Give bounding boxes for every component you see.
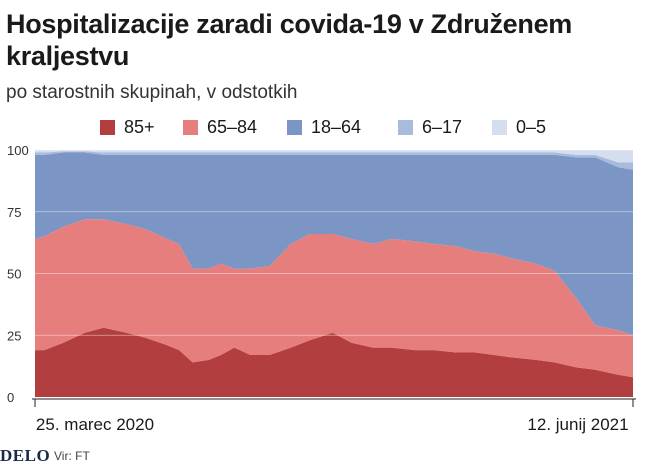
y-tick-label-75: 75 (7, 205, 21, 220)
legend-item-18-64: 18–64 (287, 117, 361, 138)
legend-swatch-85plus (100, 120, 115, 135)
y-tick-label-100: 100 (7, 143, 29, 158)
chart-subtitle: po starostnih skupinah, v odstotkih (6, 82, 298, 103)
stacked-area-chart: 0 25 50 75 100 25. marec 2020 12. junij 2021 (7, 143, 636, 434)
legend-item-6-17: 6–17 (398, 117, 462, 138)
x-tick-label-0: 25. marec 2020 (36, 415, 154, 434)
legend-label-0-5: 0–5 (516, 117, 547, 137)
y-tick-label-0: 0 (7, 390, 14, 405)
area-series-65-84 (35, 219, 633, 378)
brand-logo: DELO (0, 446, 51, 465)
area-series-18-64 (35, 152, 633, 336)
legend-swatch-0-5 (492, 120, 507, 135)
legend-swatch-18-64 (287, 120, 302, 135)
footer: DELO Vir: FT (0, 446, 660, 472)
y-tick-label-25: 25 (7, 328, 21, 343)
source-note: Vir: FT (54, 449, 90, 463)
area-series-6-17 (35, 151, 633, 170)
legend-swatch-65-84 (183, 120, 198, 135)
legend-item-85plus: 85+ (100, 117, 155, 138)
area-series-85plus (35, 327, 633, 397)
legend-label-85plus: 85+ (124, 117, 155, 137)
area-series-0-5 (35, 150, 633, 163)
legend-label-6-17: 6–17 (422, 117, 463, 137)
chart-title: Hospitalizacije zaradi covida-19 v Združ… (6, 9, 572, 71)
legend-label-18-64: 18–64 (311, 117, 362, 137)
y-tick-label-50: 50 (7, 267, 21, 282)
legend-label-65-84: 65–84 (207, 117, 258, 137)
legend-item-0-5: 0–5 (492, 117, 546, 138)
legend-swatch-6-17 (398, 120, 413, 135)
legend-item-65-84: 65–84 (183, 117, 257, 138)
x-tick-label-1: 12. junij 2021 (527, 415, 628, 434)
